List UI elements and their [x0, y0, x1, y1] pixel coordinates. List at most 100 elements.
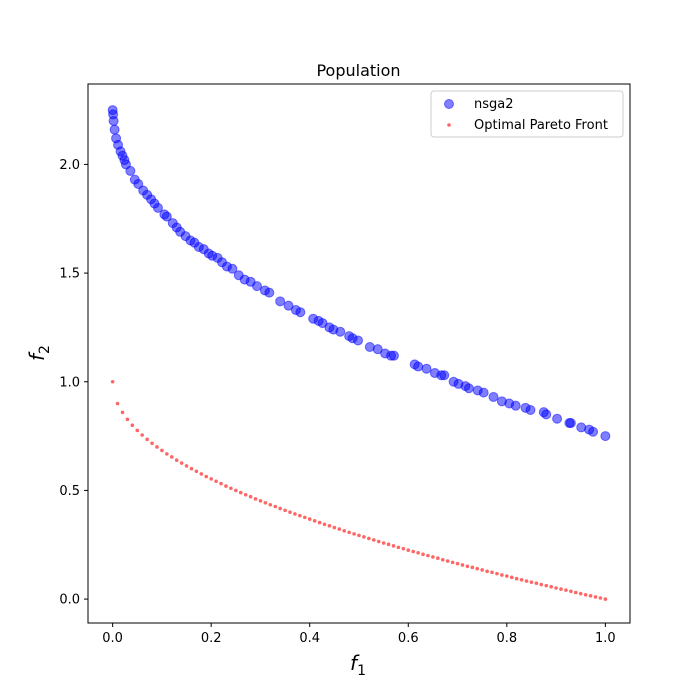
pareto-front-point: [371, 538, 376, 542]
pareto-front-point: [426, 553, 430, 558]
pareto-front-point: [544, 583, 549, 588]
pareto-front-point: [396, 545, 401, 550]
x-axis-label: f1: [350, 651, 366, 679]
nsga2-point: [565, 418, 576, 429]
pareto-front-point: [554, 586, 558, 590]
pareto-front-point: [416, 550, 420, 555]
pareto-front-point: [312, 519, 317, 523]
nsga2-point: [152, 202, 163, 213]
pareto-front-point: [253, 497, 258, 501]
pareto-front-point: [209, 477, 213, 481]
pareto-front-point: [184, 464, 189, 468]
nsga2-point: [552, 413, 563, 424]
pareto-front-point: [174, 458, 179, 463]
pareto-front-point: [204, 474, 209, 479]
nsga2-point: [388, 350, 399, 361]
pareto-front-point: [386, 542, 391, 547]
nsga2-point: [252, 281, 263, 292]
pareto-front-point: [165, 452, 169, 456]
y-axis-label-sub: 2: [37, 345, 53, 354]
nsga2-point: [295, 307, 306, 318]
chart-title: Population: [316, 61, 400, 80]
pareto-front-point: [283, 508, 287, 513]
pareto-front-point: [214, 479, 218, 484]
legend: nsga2 Optimal Pareto Front: [430, 90, 624, 138]
y-tick-label: 1.0: [59, 375, 80, 390]
pareto-front-point: [440, 557, 445, 562]
pareto-front-point: [475, 566, 480, 571]
pareto-front-point: [559, 587, 563, 591]
nsga2-point: [161, 211, 172, 222]
pareto-front-point: [150, 441, 154, 446]
pareto-front-point: [431, 555, 435, 559]
plot-frame: [87, 83, 631, 624]
y-axis-ticks: 0.0 0.5 1.0 1.5 2.0: [59, 158, 88, 608]
pareto-front-point: [248, 494, 253, 499]
pareto-front-point: [238, 490, 243, 495]
pareto-front-point: [569, 589, 573, 594]
pareto-front-point: [445, 559, 450, 563]
pareto-front-point: [564, 588, 568, 592]
pareto-front-point: [406, 548, 411, 552]
x-tick-label: 0.6: [398, 631, 419, 646]
pareto-front-point: [495, 571, 499, 576]
pareto-front-point: [342, 529, 347, 533]
pareto-front-point: [376, 539, 381, 544]
pareto-front-point: [455, 561, 460, 566]
plot-marks: [107, 105, 611, 601]
x-axis-ticks: 0.0 0.2 0.4 0.6 0.8 1.0: [102, 623, 616, 646]
pareto-front-point: [505, 574, 509, 578]
pareto-front-point: [421, 552, 425, 557]
pareto-front-point: [307, 517, 312, 521]
pareto-front-point: [229, 486, 233, 491]
pareto-front-point: [391, 544, 396, 548]
pareto-front-point: [470, 565, 475, 570]
nsga2-point: [525, 405, 536, 416]
y-tick-label: 0.0: [59, 593, 80, 608]
nsga2-point: [541, 409, 552, 420]
pareto-front-point: [234, 488, 238, 493]
pareto-front-point: [593, 595, 598, 599]
pareto-front-point: [322, 522, 327, 527]
pareto-front-point: [160, 448, 164, 453]
nsga2-point: [133, 178, 144, 189]
pareto-front-point: [263, 501, 268, 505]
pareto-front-point: [490, 570, 494, 575]
pareto-front-point: [381, 541, 386, 545]
nsga2-point: [588, 426, 599, 437]
x-axis-label-main: f: [350, 651, 360, 675]
nsga2-point: [463, 383, 474, 394]
nsga2-point: [372, 344, 383, 355]
pareto-front-point: [411, 549, 416, 554]
nsga2-point: [478, 387, 489, 398]
pareto-front-point: [199, 472, 204, 476]
pareto-front-point: [514, 576, 519, 581]
nsga2-point: [283, 300, 294, 311]
nsga2-point: [264, 287, 275, 298]
pareto-front-point: [194, 469, 199, 474]
pareto-front-point: [509, 575, 514, 580]
pareto-front-point: [347, 530, 351, 535]
nsga2-point: [275, 296, 286, 307]
pareto-front-point: [298, 513, 302, 518]
pareto-front-point: [288, 510, 292, 514]
x-tick-label: 1.0: [595, 631, 616, 646]
y-tick-label: 0.5: [59, 484, 80, 499]
nsga2-point: [488, 391, 499, 402]
pareto-front-point: [125, 417, 130, 422]
x-tick-label: 0.0: [102, 631, 123, 646]
pareto-front-point: [524, 579, 529, 583]
pareto-front-point: [401, 546, 406, 551]
pareto-front-point: [169, 455, 174, 459]
pareto-front-point: [603, 597, 608, 601]
pareto-front-point: [224, 484, 228, 488]
pareto-front-point: [179, 461, 184, 465]
pareto-front-point: [574, 590, 578, 595]
pareto-front-point: [155, 445, 159, 449]
pareto-front-point: [135, 428, 140, 433]
pareto-front-point: [367, 536, 371, 541]
pareto-front-point: [362, 535, 366, 539]
pareto-front-point: [357, 533, 361, 538]
pareto-front-point: [578, 591, 583, 596]
